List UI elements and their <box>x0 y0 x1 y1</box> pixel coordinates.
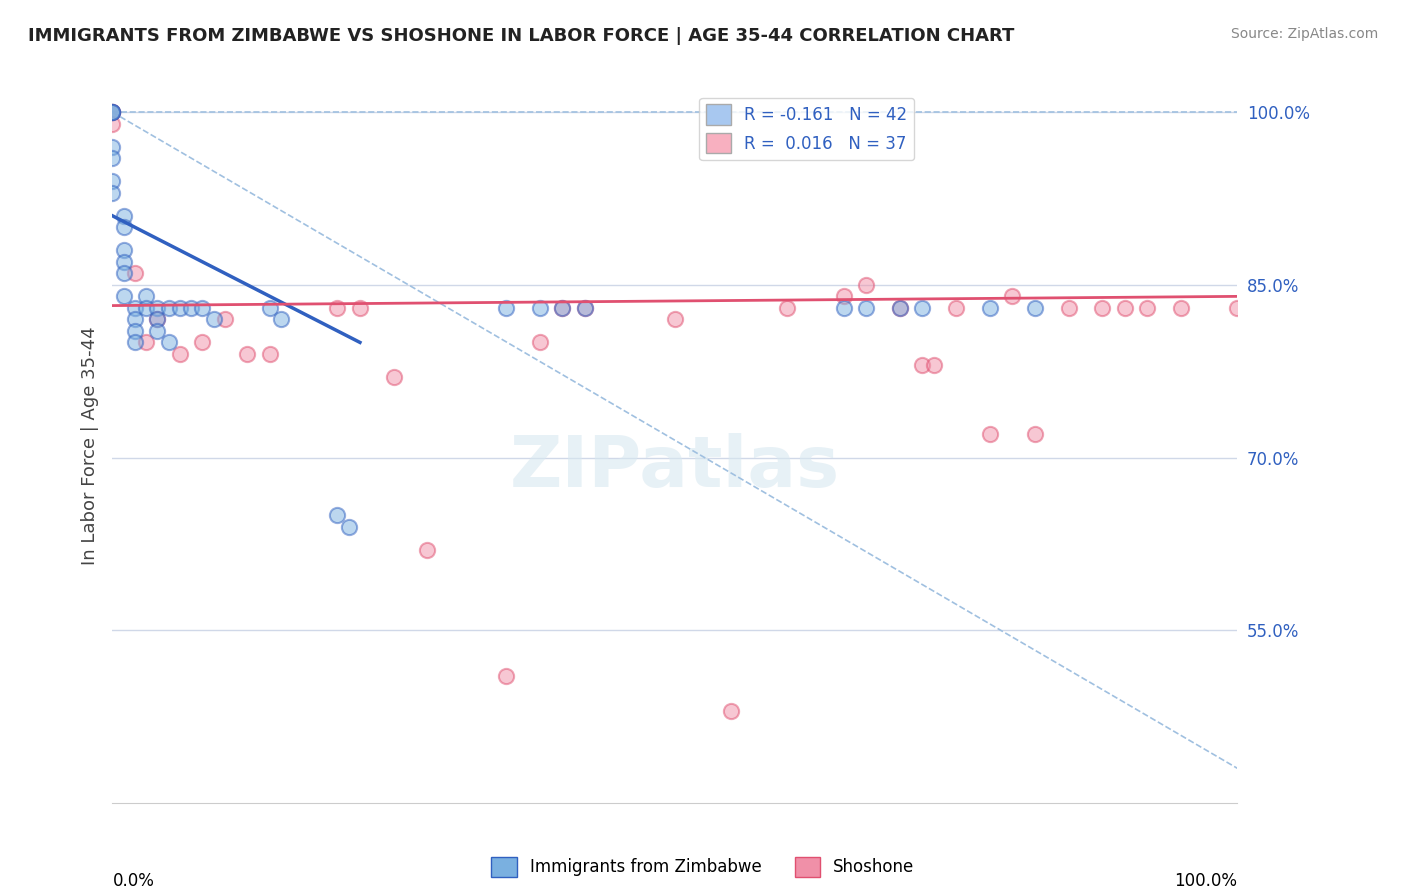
Point <box>855 277 877 292</box>
Point <box>101 151 124 165</box>
Point <box>202 312 225 326</box>
Point <box>101 140 124 154</box>
Point <box>1001 289 1024 303</box>
Point <box>112 266 135 280</box>
Y-axis label: In Labor Force | Age 35-44: In Labor Force | Age 35-44 <box>80 326 98 566</box>
Point <box>495 301 517 315</box>
Point <box>574 301 596 315</box>
Point <box>776 301 799 315</box>
Point <box>574 301 596 315</box>
Point <box>326 508 349 522</box>
Text: 0.0%: 0.0% <box>112 871 155 890</box>
Point <box>664 312 686 326</box>
Point <box>1091 301 1114 315</box>
Point <box>101 105 124 120</box>
Point <box>911 301 934 315</box>
Point <box>135 301 157 315</box>
Point <box>124 312 146 326</box>
Point <box>112 209 135 223</box>
Point <box>124 301 146 315</box>
Point <box>112 289 135 303</box>
Point <box>259 301 281 315</box>
Point <box>101 186 124 200</box>
Point <box>889 301 911 315</box>
Point <box>270 312 292 326</box>
Point <box>101 105 124 120</box>
Point <box>112 220 135 235</box>
Point <box>146 312 169 326</box>
Point <box>326 301 349 315</box>
Point <box>1057 301 1080 315</box>
Point <box>889 301 911 315</box>
Text: Source: ZipAtlas.com: Source: ZipAtlas.com <box>1230 27 1378 41</box>
Point <box>1136 301 1159 315</box>
Point <box>236 347 259 361</box>
Point <box>945 301 967 315</box>
Point <box>157 301 180 315</box>
Point <box>214 312 236 326</box>
Point <box>1114 301 1136 315</box>
Point <box>135 335 157 350</box>
Point <box>922 359 945 373</box>
Point <box>416 542 439 557</box>
Point <box>191 335 214 350</box>
Point <box>349 301 371 315</box>
Point <box>146 324 169 338</box>
Text: IMMIGRANTS FROM ZIMBABWE VS SHOSHONE IN LABOR FORCE | AGE 35-44 CORRELATION CHAR: IMMIGRANTS FROM ZIMBABWE VS SHOSHONE IN … <box>28 27 1015 45</box>
Point <box>832 289 855 303</box>
Point <box>135 289 157 303</box>
Point <box>124 266 146 280</box>
Point <box>529 335 551 350</box>
Point <box>101 174 124 188</box>
Point <box>529 301 551 315</box>
Point <box>979 427 1001 442</box>
Point <box>112 244 135 258</box>
Point <box>146 301 169 315</box>
Legend: Immigrants from Zimbabwe, Shoshone: Immigrants from Zimbabwe, Shoshone <box>485 850 921 884</box>
Point <box>124 324 146 338</box>
Point <box>101 105 124 120</box>
Point <box>1024 301 1046 315</box>
Legend: R = -0.161   N = 42, R =  0.016   N = 37: R = -0.161 N = 42, R = 0.016 N = 37 <box>699 97 914 160</box>
Point <box>259 347 281 361</box>
Text: ZIPatlas: ZIPatlas <box>510 433 839 502</box>
Point <box>169 301 191 315</box>
Point <box>101 105 124 120</box>
Point <box>101 117 124 131</box>
Point <box>191 301 214 315</box>
Point <box>157 335 180 350</box>
Point <box>146 312 169 326</box>
Point <box>979 301 1001 315</box>
Text: 100.0%: 100.0% <box>1174 871 1237 890</box>
Point <box>855 301 877 315</box>
Point <box>382 370 405 384</box>
Point <box>101 105 124 120</box>
Point <box>124 335 146 350</box>
Point <box>169 347 191 361</box>
Point <box>911 359 934 373</box>
Point <box>180 301 202 315</box>
Point <box>551 301 574 315</box>
Point <box>495 669 517 683</box>
Point <box>832 301 855 315</box>
Point <box>1226 301 1249 315</box>
Point <box>337 519 360 533</box>
Point <box>1024 427 1046 442</box>
Point <box>720 704 742 718</box>
Point <box>1170 301 1192 315</box>
Point <box>112 255 135 269</box>
Point <box>551 301 574 315</box>
